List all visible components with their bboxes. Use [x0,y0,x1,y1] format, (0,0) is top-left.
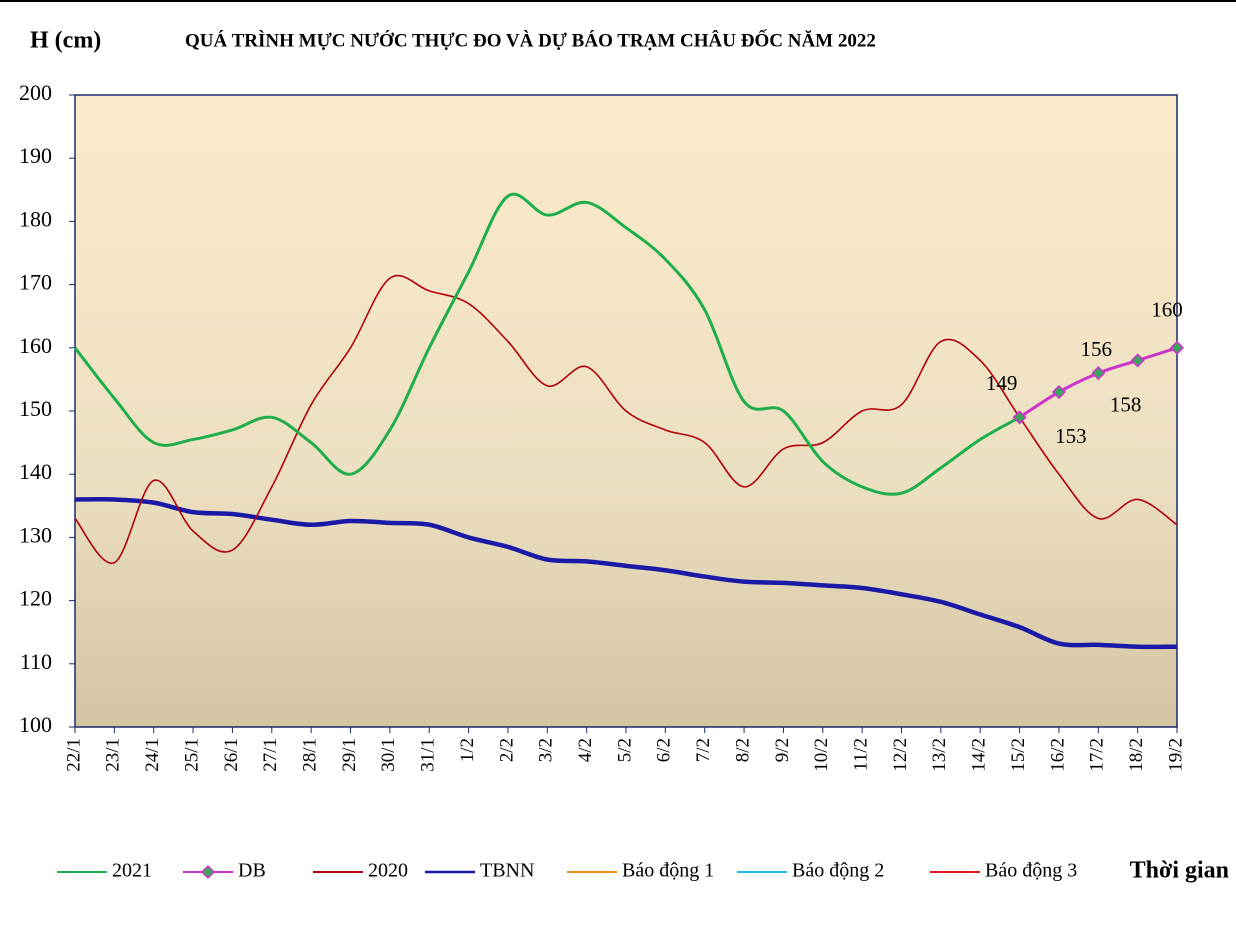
y-tick-label: 100 [19,712,52,737]
y-tick-label: 170 [19,270,52,295]
y-tick-label: 180 [19,206,52,231]
marker [1091,366,1106,381]
x-tick-label: 29/1 [339,738,360,772]
marker [1012,410,1027,425]
x-tick-label: 22/1 [63,738,84,772]
marker [1169,340,1185,355]
x-tick-label: 12/2 [890,738,911,772]
legend-label: Báo động 3 [985,860,1077,882]
x-tick-label: 26/1 [221,738,242,772]
data-label: 156 [1081,337,1113,361]
x-tick-label: 17/2 [1087,738,1108,772]
data-label: 153 [1055,424,1087,448]
legend-label: Báo động 2 [792,860,884,882]
x-tick-label: 10/2 [811,738,832,772]
series-line [74,274,1178,564]
marker [1051,384,1066,400]
y-tick-label: 160 [19,333,52,358]
x-tick-label: 28/1 [300,738,321,772]
x-tick-label: 27/1 [260,738,281,772]
x-tick-label: 19/2 [1165,738,1186,772]
legend-label: DB [238,860,266,882]
x-tick-label: 9/2 [772,738,793,762]
y-tick-label: 110 [20,649,52,674]
y-tick-label: 200 [19,80,52,105]
x-tick-label: 25/1 [181,738,202,772]
x-tick-label: 16/2 [1047,738,1068,772]
x-tick-label: 7/2 [693,738,714,762]
x-tick-label: 1/2 [457,738,478,762]
x-tick-label: 30/1 [378,738,399,772]
x-tick-label: 31/1 [418,738,439,772]
x-tick-label: 2/2 [496,738,517,762]
marker [1130,353,1145,368]
series-line [73,192,1021,496]
x-tick-label: 23/1 [103,738,124,772]
x-tick-label: 14/2 [969,738,990,772]
legend-label: 2020 [368,860,408,882]
x-tick-label: 5/2 [614,738,635,762]
legend-label: 2021 [112,860,152,882]
series-line [74,496,1178,650]
x-tick-label: 15/2 [1008,738,1029,772]
x-tick-label: 8/2 [732,738,753,762]
x-tick-label: 4/2 [575,738,596,762]
legend-label: TBNN [480,860,534,882]
y-tick-label: 140 [19,459,52,484]
x-tick-label: 11/2 [851,738,872,771]
x-tick-label: 18/2 [1126,738,1147,772]
y-tick-label: 130 [19,522,52,547]
legend-label: Báo động 1 [622,860,714,882]
data-label: 149 [986,371,1018,395]
legend-marker [200,864,216,880]
y-axis-label: H (cm) [30,28,101,54]
x-tick-label: 3/2 [536,738,557,762]
data-label: 160 [1151,298,1183,322]
y-tick-label: 120 [19,586,52,611]
x-tick-label: 24/1 [142,738,163,772]
data-label: 158 [1110,392,1142,416]
y-tick-label: 150 [19,396,52,421]
y-tick-label: 190 [19,143,52,168]
x-tick-label: 6/2 [654,738,675,762]
x-tick-label: 13/2 [929,738,950,772]
chart-title: QUÁ TRÌNH MỰC NƯỚC THỰC ĐO VÀ DỰ BÁO TRẠ… [185,29,876,51]
x-axis-label: Thời gian [1130,858,1229,884]
